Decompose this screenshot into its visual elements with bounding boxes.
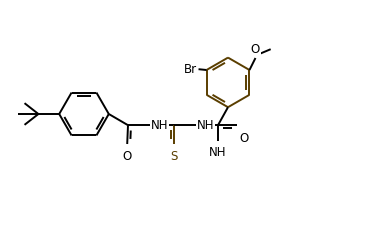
Text: NH: NH xyxy=(209,146,227,160)
Text: NH: NH xyxy=(151,119,168,132)
Text: NH: NH xyxy=(197,119,214,132)
Text: S: S xyxy=(170,150,178,163)
Text: O: O xyxy=(251,43,260,56)
Text: O: O xyxy=(239,132,249,145)
Text: O: O xyxy=(123,150,132,163)
Text: Br: Br xyxy=(184,63,197,76)
